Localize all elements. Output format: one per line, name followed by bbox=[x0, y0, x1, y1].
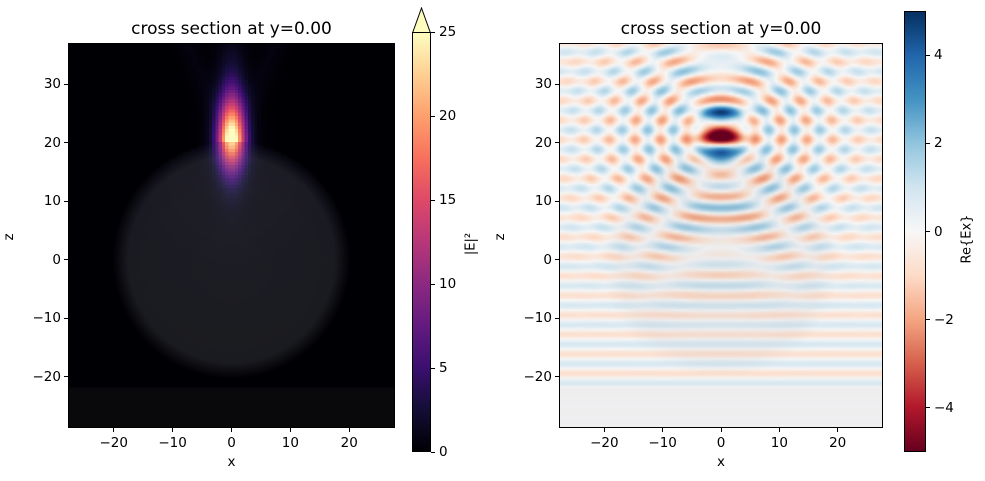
z-tick-label: −20 bbox=[523, 368, 553, 385]
z-tick-mark bbox=[555, 376, 559, 378]
colorbar-tick-mark bbox=[926, 54, 930, 56]
z-tick-label: −20 bbox=[32, 368, 62, 385]
structure-overlay-left bbox=[69, 44, 394, 427]
z-tick-mark bbox=[64, 259, 68, 261]
intensity-colorbar-label: |E|² bbox=[463, 232, 479, 256]
colorbar-tick-label: 15 bbox=[439, 192, 457, 208]
z-tick-label: 10 bbox=[534, 193, 552, 210]
x-tick-label: −20 bbox=[99, 435, 128, 451]
z-tick-label: −10 bbox=[32, 310, 62, 327]
colorbar-tick-mark bbox=[926, 319, 930, 321]
z-tick-mark bbox=[64, 142, 68, 144]
x-tick-mark bbox=[172, 428, 174, 432]
x-tick-mark bbox=[720, 428, 722, 432]
colorbar-tick-mark bbox=[431, 199, 435, 201]
colorbar-tick-label: 0 bbox=[439, 444, 448, 460]
z-tick-mark bbox=[555, 142, 559, 144]
colorbar-tick-label: 2 bbox=[934, 135, 943, 152]
field-colorbar-label: Re{Ex} bbox=[959, 214, 975, 264]
left-plot-title: cross section at y=0.00 bbox=[131, 19, 332, 39]
colorbar-tick-label: 4 bbox=[934, 47, 943, 64]
x-tick-mark bbox=[662, 428, 664, 432]
z-tick-mark bbox=[64, 83, 68, 85]
colorbar-tick-label: 0 bbox=[934, 223, 943, 240]
colorbar-extend-arrow bbox=[412, 7, 431, 33]
x-tick-mark bbox=[603, 428, 605, 432]
colorbar-tick-label: −2 bbox=[934, 311, 954, 328]
z-tick-label: 0 bbox=[52, 251, 61, 268]
colorbar-tick-label: −4 bbox=[934, 399, 954, 416]
intensity-colorbar bbox=[412, 32, 431, 452]
colorbar-tick-label: 5 bbox=[439, 360, 448, 376]
colorbar-tick-mark bbox=[431, 115, 435, 117]
left-xaxis-label: x bbox=[227, 454, 236, 470]
colorbar-tick-label: 25 bbox=[439, 24, 457, 40]
x-tick-label: 0 bbox=[227, 435, 236, 451]
x-tick-label: 10 bbox=[770, 435, 788, 451]
x-tick-label: 0 bbox=[716, 435, 726, 451]
x-tick-mark bbox=[348, 428, 350, 432]
x-tick-label: −10 bbox=[648, 435, 677, 451]
field-colorbar bbox=[904, 11, 926, 452]
colorbar-tick-mark bbox=[431, 451, 435, 453]
z-tick-label: −10 bbox=[523, 310, 553, 327]
z-tick-label: 20 bbox=[43, 134, 61, 151]
colorbar-tick-mark bbox=[926, 407, 930, 409]
left-yaxis-label: z bbox=[1, 233, 17, 241]
x-tick-mark bbox=[289, 428, 291, 432]
colorbar-tick-label: 20 bbox=[439, 108, 457, 124]
field-plot-area bbox=[559, 43, 883, 428]
x-tick-label: 10 bbox=[281, 435, 299, 451]
intensity-plot-area bbox=[68, 43, 395, 428]
right-plot-title: cross section at y=0.00 bbox=[620, 19, 822, 39]
z-tick-label: 30 bbox=[43, 76, 61, 93]
z-tick-mark bbox=[555, 317, 559, 319]
colorbar-tick-mark bbox=[431, 283, 435, 285]
z-tick-label: 10 bbox=[43, 193, 61, 210]
right-yaxis-label: z bbox=[492, 233, 508, 241]
x-tick-mark bbox=[231, 428, 232, 432]
x-tick-mark bbox=[113, 428, 115, 432]
z-tick-label: 0 bbox=[543, 251, 552, 268]
x-tick-label: −20 bbox=[590, 435, 619, 451]
z-tick-label: 30 bbox=[534, 76, 552, 93]
colorbar-tick-mark bbox=[926, 142, 930, 144]
colorbar-tick-mark bbox=[431, 31, 435, 33]
z-tick-mark bbox=[555, 83, 559, 85]
right-xaxis-label: x bbox=[717, 454, 725, 470]
x-tick-label: −10 bbox=[158, 435, 187, 451]
x-tick-label: 20 bbox=[829, 435, 847, 451]
x-tick-label: 20 bbox=[340, 435, 358, 451]
z-tick-label: 20 bbox=[534, 134, 552, 151]
z-tick-mark bbox=[555, 259, 559, 261]
x-tick-mark bbox=[837, 428, 839, 432]
structure-overlay-right bbox=[560, 44, 882, 427]
colorbar-tick-mark bbox=[431, 367, 435, 369]
colorbar-tick-mark bbox=[926, 231, 930, 232]
z-tick-mark bbox=[64, 317, 68, 319]
colorbar-tick-label: 10 bbox=[439, 276, 457, 292]
z-tick-mark bbox=[64, 200, 68, 202]
z-tick-mark bbox=[64, 376, 68, 378]
x-tick-mark bbox=[778, 428, 780, 432]
z-tick-mark bbox=[555, 200, 559, 202]
